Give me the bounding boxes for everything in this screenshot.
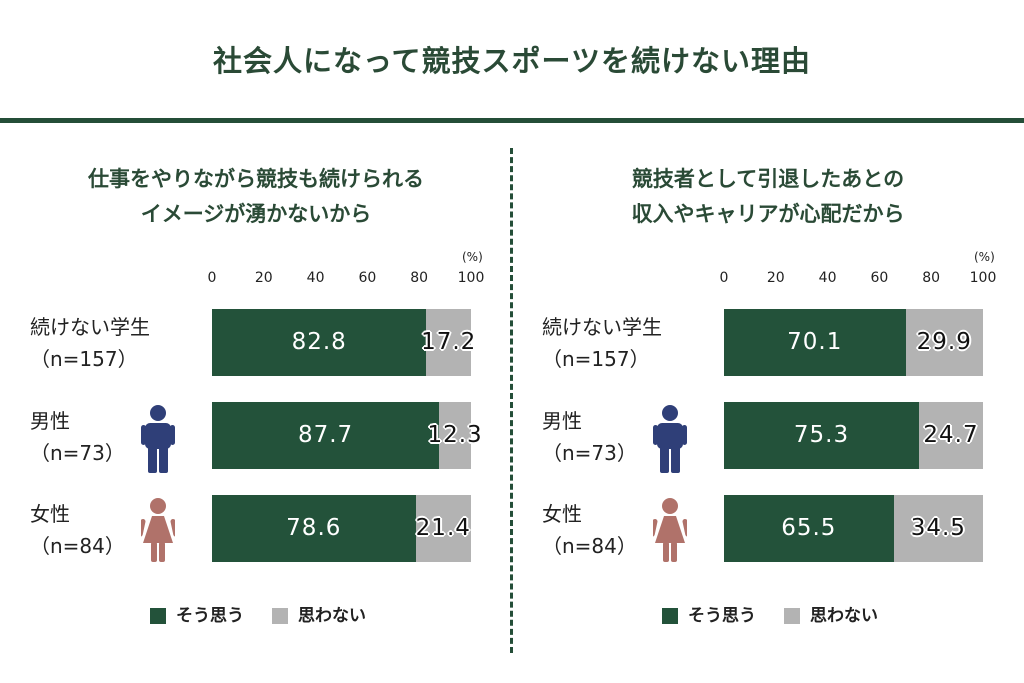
panel-title: 仕事をやりながら競技も続けられる イメージが湧かないから bbox=[0, 162, 512, 232]
row-label-line1: 男性 bbox=[30, 409, 70, 433]
x-tick-label: 20 bbox=[766, 270, 785, 286]
data-label-yes: 65.5 bbox=[781, 515, 837, 541]
row-label-line1: 続けない学生 bbox=[542, 315, 662, 339]
row-label-line1: 男性 bbox=[542, 409, 582, 433]
bar-segment-yes bbox=[212, 309, 427, 376]
bar-segment-yes bbox=[724, 495, 894, 562]
legend-swatch-no bbox=[272, 608, 288, 624]
x-tick-label: 80 bbox=[410, 270, 429, 286]
female-person-icon bbox=[141, 498, 175, 562]
panel-divider bbox=[510, 148, 513, 653]
main-title: 社会人になって競技スポーツを続けない理由 bbox=[213, 44, 811, 78]
data-label-yes: 78.6 bbox=[286, 515, 342, 541]
data-label-no: 12.3 bbox=[427, 422, 483, 448]
bar-segment-no bbox=[439, 402, 471, 469]
axis-unit: (%) bbox=[974, 250, 995, 264]
row-label-line1: 女性 bbox=[30, 502, 70, 526]
title-rule bbox=[0, 118, 1024, 123]
row-label-female: 女性 （n=84） bbox=[542, 498, 637, 562]
row-label-line2: （n=157） bbox=[30, 347, 138, 371]
x-tick-label: 0 bbox=[207, 270, 217, 286]
x-tick-label: 100 bbox=[969, 270, 997, 286]
data-label-no: 17.2 bbox=[421, 329, 477, 355]
legend-label-yes: そう思う bbox=[176, 606, 244, 626]
legend-label-no: 思わない bbox=[298, 606, 366, 626]
data-label-no: 34.5 bbox=[910, 515, 966, 541]
row-label-female: 女性 （n=84） bbox=[30, 498, 125, 562]
legend-swatch-no bbox=[784, 608, 800, 624]
bar-segment-no bbox=[905, 309, 983, 376]
x-tick-label: 40 bbox=[306, 270, 325, 286]
data-label-yes: 70.1 bbox=[787, 329, 843, 355]
male-person-icon bbox=[141, 405, 175, 473]
panel-title: 競技者として引退したあとの 収入やキャリアが心配だから bbox=[512, 162, 1024, 232]
legend-swatch-yes bbox=[150, 608, 166, 624]
bar-segment-yes bbox=[724, 402, 920, 469]
panel-title-line1: 競技者として引退したあとの bbox=[631, 167, 905, 191]
row-label-line2: （n=73） bbox=[30, 441, 125, 465]
panel-title-line2: 収入やキャリアが心配だから bbox=[631, 202, 905, 226]
row-label-male: 男性 （n=73） bbox=[30, 405, 125, 469]
row-label-line2: （n=84） bbox=[542, 534, 637, 558]
row-label-line2: （n=157） bbox=[542, 347, 650, 371]
row-label-line2: （n=84） bbox=[30, 534, 125, 558]
bar-segment-yes bbox=[212, 495, 416, 562]
bar-segment-no bbox=[415, 495, 471, 562]
row-label-line1: 続けない学生 bbox=[30, 315, 150, 339]
data-label-no: 21.4 bbox=[415, 515, 471, 541]
data-label-yes: 87.7 bbox=[297, 422, 354, 448]
row-label-students: 続けない学生 （n=157） bbox=[542, 311, 662, 375]
panel-title-line2: イメージが湧かないから bbox=[140, 202, 372, 226]
bar-segment-yes bbox=[724, 309, 906, 376]
row-label-line2: （n=73） bbox=[542, 441, 637, 465]
female-person-icon bbox=[653, 498, 687, 562]
data-label-yes: 75.3 bbox=[793, 422, 850, 448]
x-tick-label: 20 bbox=[254, 270, 273, 286]
data-label-no: 29.9 bbox=[916, 329, 972, 355]
x-tick-label: 80 bbox=[922, 270, 941, 286]
legend-label-no: 思わない bbox=[810, 606, 878, 626]
bar-segment-no bbox=[426, 309, 471, 376]
bar-segment-no bbox=[893, 495, 983, 562]
chart-panel-left: 仕事をやりながら競技も続けられる イメージが湧かないから (%) 続けない学生 … bbox=[0, 162, 512, 626]
bar-segment-no bbox=[919, 402, 983, 469]
axis-unit: (%) bbox=[462, 250, 483, 264]
x-tick-label: 40 bbox=[818, 270, 837, 286]
data-label-yes: 82.8 bbox=[291, 329, 347, 355]
chart-panel-right: 競技者として引退したあとの 収入やキャリアが心配だから (%) 続けない学生 （… bbox=[512, 0, 1024, 683]
x-tick-label: 100 bbox=[457, 270, 485, 286]
row-label-male: 男性 （n=73） bbox=[542, 405, 637, 469]
bar-segment-yes bbox=[212, 402, 440, 469]
x-tick-label: 0 bbox=[719, 270, 729, 286]
x-tick-label: 60 bbox=[870, 270, 889, 286]
row-label-students: 続けない学生 （n=157） bbox=[30, 311, 150, 375]
data-label-no: 24.7 bbox=[923, 422, 979, 448]
male-person-icon bbox=[653, 405, 687, 473]
x-tick-label: 60 bbox=[358, 270, 377, 286]
row-label-line1: 女性 bbox=[542, 502, 582, 526]
legend-swatch-yes bbox=[662, 608, 678, 624]
panel-title-line1: 仕事をやりながら競技も続けられる bbox=[88, 167, 424, 191]
legend-label-yes: そう思う bbox=[688, 606, 756, 626]
